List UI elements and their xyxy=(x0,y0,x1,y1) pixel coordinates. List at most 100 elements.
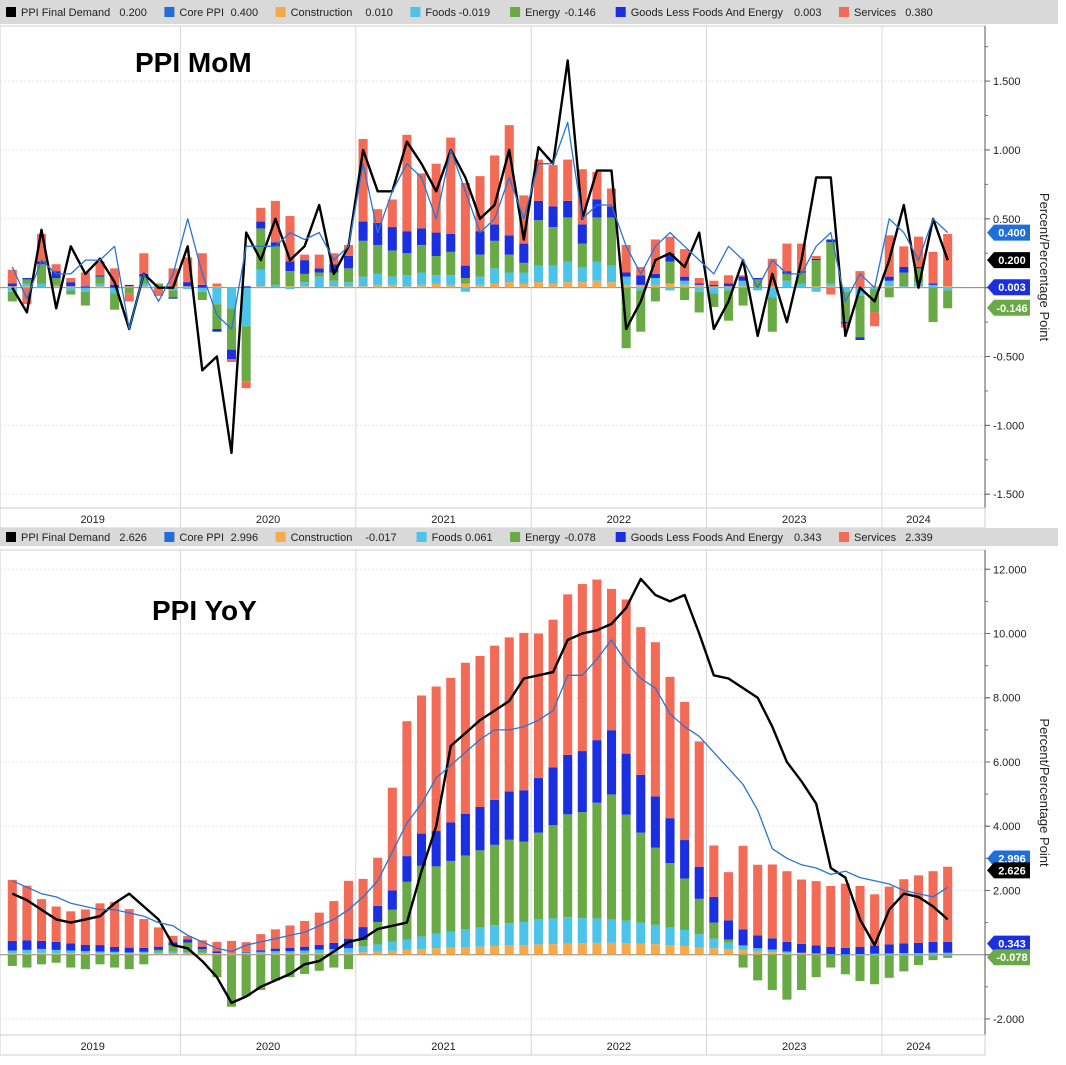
bar-services xyxy=(797,879,807,944)
bar-construction xyxy=(66,953,76,955)
bar-energy xyxy=(417,244,427,273)
bar-construction xyxy=(168,953,178,955)
end-tag-box xyxy=(987,252,1030,269)
bar-construction xyxy=(738,286,748,288)
legend-value: -0.019 xyxy=(459,7,490,19)
bar-construction xyxy=(767,952,777,955)
bar-services xyxy=(782,243,792,272)
legend-label: Core PPI xyxy=(179,532,224,544)
bar-construction xyxy=(797,953,807,955)
bar-foods xyxy=(314,276,324,288)
bar-foods xyxy=(22,949,32,954)
bar-services xyxy=(373,857,383,906)
end-tag-label: -0.146 xyxy=(996,303,1027,315)
bar-services xyxy=(446,137,456,234)
end-tag-label: 0.400 xyxy=(998,228,1026,240)
bar-foods xyxy=(738,280,748,287)
y-tick-label: 8.000 xyxy=(993,693,1021,705)
bar-energy xyxy=(753,954,763,981)
bar-foods xyxy=(782,951,792,954)
bar-energy xyxy=(811,954,821,978)
bar-foods xyxy=(519,921,529,946)
bar-foods xyxy=(212,953,222,954)
bar-construction xyxy=(943,286,953,288)
bar-energy xyxy=(504,839,514,924)
bar-foods xyxy=(270,951,280,954)
bar-energy xyxy=(490,844,500,926)
bar-construction xyxy=(153,953,163,955)
end-tag-box xyxy=(987,862,1030,879)
bar-goods_less xyxy=(563,200,573,218)
bar-services xyxy=(241,942,251,952)
bar-construction xyxy=(358,952,368,955)
bar-foods xyxy=(548,918,558,945)
legend-swatch-foods xyxy=(416,532,427,542)
bar-services xyxy=(431,686,441,832)
bar-construction xyxy=(519,945,529,955)
x-year-label: 2022 xyxy=(607,1041,631,1053)
chart-ppi-yoy: -2.000 2.000 4.000 6.000 8.000 10.000 12.000 Pe… xyxy=(0,528,1058,1056)
bar-services xyxy=(548,165,558,207)
bar-energy xyxy=(694,898,704,935)
bar-energy xyxy=(709,922,719,939)
bar-construction xyxy=(358,286,368,288)
bar-services xyxy=(168,268,178,287)
bar-energy xyxy=(417,865,427,937)
bar-foods xyxy=(870,953,880,955)
bar-foods xyxy=(358,946,368,953)
y-tick-label: -0.500 xyxy=(993,352,1024,364)
bar-energy xyxy=(548,825,558,919)
bar-services xyxy=(519,195,529,244)
bar-services xyxy=(475,655,485,807)
bar-foods xyxy=(665,927,675,946)
legend-swatch-final_demand xyxy=(6,532,16,542)
bar-energy xyxy=(840,291,850,323)
bar-construction xyxy=(884,286,894,288)
bar-services xyxy=(314,912,324,945)
bar-construction xyxy=(636,943,646,955)
bar-goods_less xyxy=(22,940,32,950)
bar-energy xyxy=(680,878,690,930)
bar-construction xyxy=(533,282,543,288)
bar-foods xyxy=(124,952,134,954)
bar-goods_less xyxy=(855,337,865,340)
legend-value: 0.200 xyxy=(119,7,147,19)
bar-services xyxy=(723,872,733,921)
bar-services xyxy=(782,871,792,942)
legend-value: 0.400 xyxy=(231,7,259,19)
bar-construction xyxy=(665,945,675,955)
bar-foods xyxy=(533,265,543,283)
bar-construction xyxy=(212,953,222,955)
bar-services xyxy=(431,163,441,233)
bar-energy xyxy=(607,217,617,266)
bar-foods xyxy=(928,284,938,288)
bar-services xyxy=(694,278,704,284)
bar-services xyxy=(358,878,368,928)
bar-construction xyxy=(723,286,733,288)
bar-foods xyxy=(475,927,485,947)
legend-swatch-core xyxy=(164,532,175,542)
bar-construction xyxy=(124,286,134,288)
bar-energy xyxy=(241,954,251,997)
bar-energy xyxy=(197,291,207,301)
bar-construction xyxy=(241,953,251,955)
y-tick-label: 0.500 xyxy=(993,214,1021,226)
bar-foods xyxy=(490,268,500,284)
bar-foods xyxy=(37,283,47,288)
bar-energy xyxy=(519,841,529,922)
bar-services xyxy=(300,920,310,947)
bar-energy xyxy=(153,283,163,287)
bar-services xyxy=(22,287,32,305)
legend-value: 0.380 xyxy=(905,7,933,19)
bar-energy xyxy=(270,246,280,285)
bar-construction xyxy=(300,286,310,288)
bar-construction xyxy=(270,953,280,955)
bar-construction xyxy=(694,946,704,955)
bar-energy xyxy=(285,954,295,978)
y-tick-label: 1.500 xyxy=(993,76,1021,88)
bar-foods xyxy=(797,283,807,288)
legend-value: -0.017 xyxy=(365,532,396,544)
bar-services xyxy=(402,134,412,232)
bar-goods_less xyxy=(314,268,324,273)
legend-label: Construction xyxy=(291,532,353,544)
